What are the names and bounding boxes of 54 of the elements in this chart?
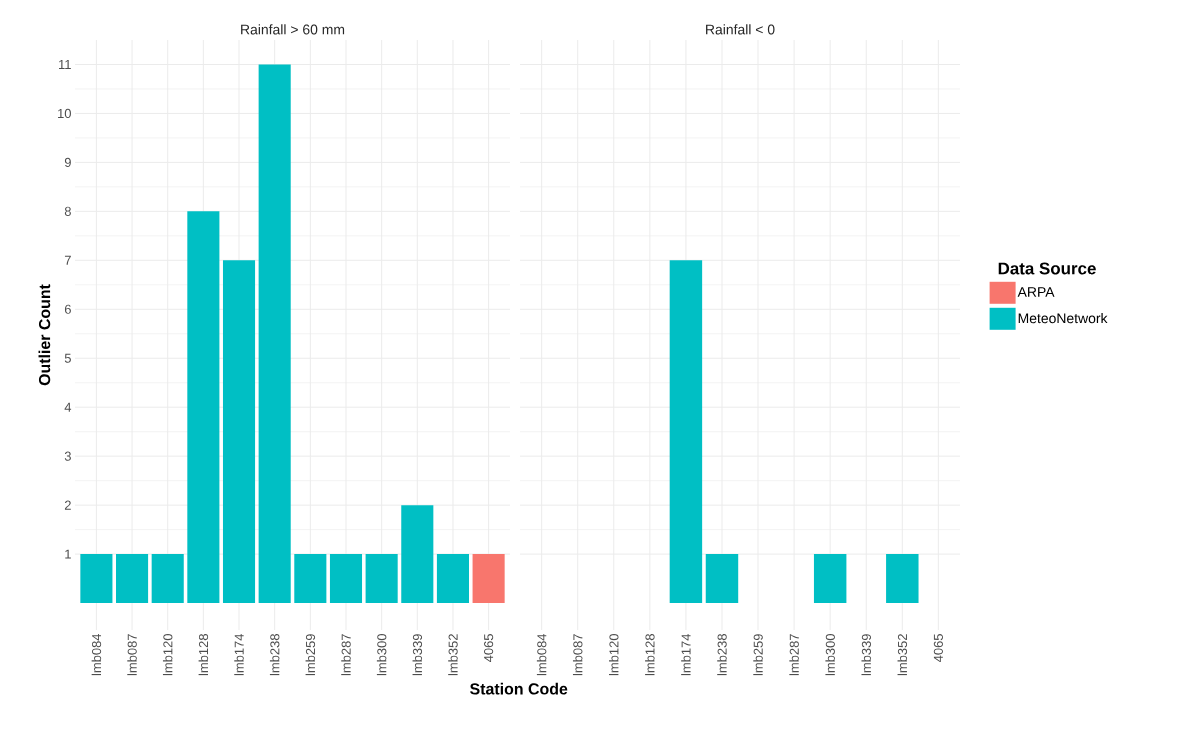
- chart-title: Rainfall > 60 mm: [241, 24, 345, 35]
- y-tick-label: 5: [64, 353, 71, 363]
- legend-label: MeteoNetwork: [1018, 312, 1108, 324]
- x-tick-label: lmb174: [234, 633, 244, 676]
- bar: [258, 64, 291, 604]
- x-tick-label: lmb287: [341, 634, 351, 676]
- x-tick-label: lmb259: [305, 634, 316, 676]
- x-tick-label: lmb300: [376, 634, 387, 676]
- x-tick-label: lmb128: [645, 634, 655, 676]
- bar: [80, 554, 113, 604]
- x-tick-label: lmb120: [162, 634, 173, 676]
- legend-title: Data Source: [998, 262, 1096, 275]
- y-tick-label: 4: [64, 402, 72, 412]
- x-tick-label: lmb084: [91, 633, 102, 676]
- x-tick-label: lmb238: [717, 634, 727, 676]
- x-tick-label: lmb352: [897, 634, 908, 676]
- y-tick-label: 8: [64, 206, 71, 216]
- y-tick-label: 2: [64, 500, 71, 510]
- bar: [401, 505, 434, 604]
- y-tick-label: 7: [64, 255, 71, 265]
- y-tick-label: 1: [65, 549, 71, 559]
- x-tick-label: lmb300: [825, 634, 835, 676]
- x-axis-title: Station Code: [470, 682, 568, 695]
- x-tick-label: lmb238: [269, 634, 280, 676]
- bar: [472, 554, 505, 604]
- bar: [151, 554, 184, 604]
- legend-label: ARPA: [1017, 287, 1055, 297]
- x-tick-label: 4065: [484, 634, 494, 663]
- chart-title: Rainfall < 0: [706, 24, 775, 35]
- x-tick-label: lmb120: [609, 634, 619, 676]
- bar: [222, 260, 256, 604]
- x-tick-label: lmb352: [448, 634, 458, 676]
- y-axis-title: Outlier Count: [38, 284, 51, 386]
- bar: [365, 554, 398, 604]
- x-tick-label: lmb087: [572, 634, 583, 676]
- x-tick-label: lmb087: [127, 634, 137, 676]
- bar: [329, 554, 363, 604]
- x-tick-label: lmb287: [789, 634, 799, 676]
- x-tick-label: lmb259: [753, 634, 763, 676]
- y-tick-label: 9: [64, 157, 71, 167]
- x-tick-label: lmb128: [198, 634, 209, 676]
- y-tick-label: 10: [58, 108, 71, 119]
- bar: [436, 554, 469, 604]
- y-tick-label: 6: [64, 304, 71, 314]
- bar: [294, 554, 327, 604]
- bar: [187, 211, 220, 604]
- bar: [116, 554, 149, 604]
- x-tick-label: lmb174: [681, 633, 691, 676]
- y-tick-label: 11: [59, 60, 71, 69]
- x-tick-label: lmb339: [861, 634, 871, 676]
- x-tick-label: lmb084: [536, 633, 547, 676]
- x-tick-label: 4065: [933, 634, 943, 663]
- x-tick-label: lmb339: [412, 634, 423, 676]
- y-tick-label: 3: [64, 451, 71, 461]
